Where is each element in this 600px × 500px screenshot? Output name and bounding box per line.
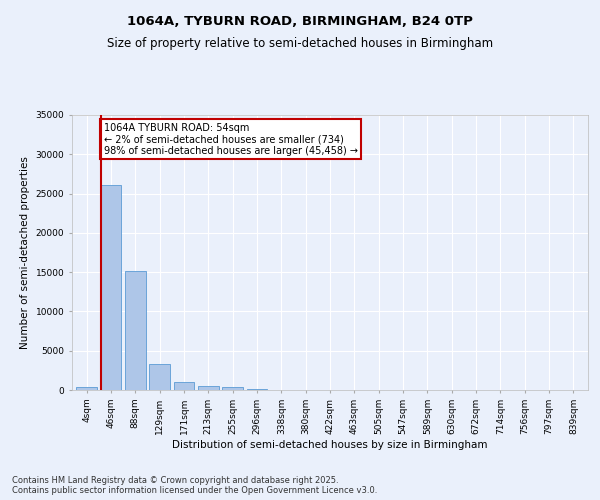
X-axis label: Distribution of semi-detached houses by size in Birmingham: Distribution of semi-detached houses by … bbox=[172, 440, 488, 450]
Bar bbox=[76, 387, 97, 390]
Bar bbox=[101, 185, 121, 390]
Y-axis label: Number of semi-detached properties: Number of semi-detached properties bbox=[20, 156, 30, 349]
Bar bbox=[247, 389, 268, 390]
Text: 1064A, TYBURN ROAD, BIRMINGHAM, B24 0TP: 1064A, TYBURN ROAD, BIRMINGHAM, B24 0TP bbox=[127, 15, 473, 28]
Bar bbox=[173, 382, 194, 390]
Text: Contains HM Land Registry data © Crown copyright and database right 2025.
Contai: Contains HM Land Registry data © Crown c… bbox=[12, 476, 377, 495]
Bar bbox=[198, 386, 218, 390]
Bar bbox=[222, 387, 243, 390]
Text: 1064A TYBURN ROAD: 54sqm
← 2% of semi-detached houses are smaller (734)
98% of s: 1064A TYBURN ROAD: 54sqm ← 2% of semi-de… bbox=[104, 123, 358, 156]
Bar bbox=[149, 364, 170, 390]
Bar bbox=[125, 270, 146, 390]
Text: Size of property relative to semi-detached houses in Birmingham: Size of property relative to semi-detach… bbox=[107, 38, 493, 51]
